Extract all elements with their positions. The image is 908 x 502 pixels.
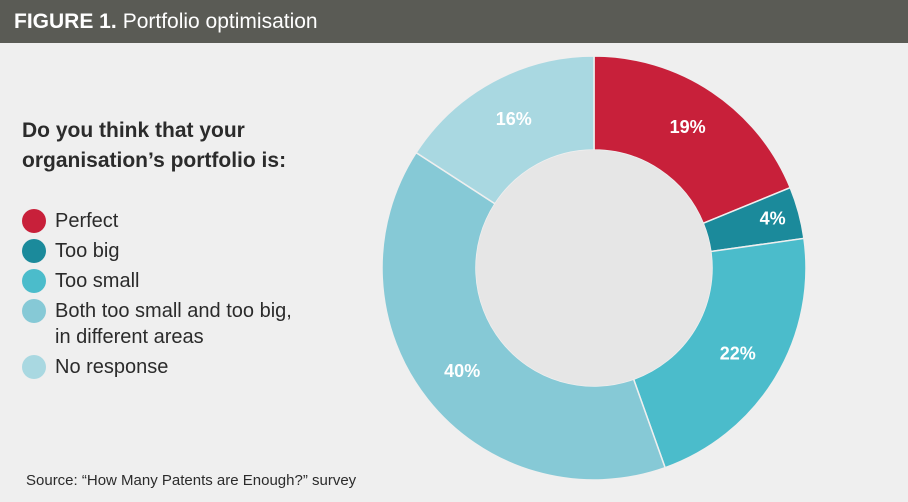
legend-item-no-response: No response [22, 354, 362, 380]
source-note: Source: “How Many Patents are Enough?” s… [26, 472, 357, 489]
slice-label-too-big: 4% [760, 208, 786, 228]
donut-center [476, 150, 712, 386]
legend-item-both: Both too small and too big, in different… [22, 298, 362, 350]
slice-label-both: 40% [444, 361, 480, 381]
legend-label-too-small: Too small [55, 270, 140, 292]
legend-label-perfect: Perfect [55, 210, 119, 232]
figure-header: FIGURE 1. Portfolio optimisation [0, 0, 908, 43]
legend-item-perfect: Perfect [22, 208, 362, 234]
slice-label-no-response: 16% [496, 109, 532, 129]
chart-legend: Perfect Too big Too small Both too small… [22, 208, 362, 384]
figure-label: FIGURE 1. [14, 9, 117, 33]
donut-slice-too-small [632, 237, 807, 469]
legend-swatch-both [22, 299, 46, 323]
slice-label-too-small: 22% [720, 344, 756, 364]
legend-swatch-too-small [22, 269, 46, 293]
legend-label-both: Both too small and too big, in different… [55, 300, 292, 348]
figure-title: Portfolio optimisation [122, 9, 318, 33]
legend-swatch-too-big [22, 239, 46, 263]
legend-swatch-no-response [22, 355, 46, 379]
legend-label-too-big: Too big [55, 240, 120, 262]
legend-item-too-small: Too small [22, 268, 362, 294]
legend-label-no-response: No response [55, 356, 169, 378]
survey-question: Do you think that your organisation’s po… [22, 119, 287, 172]
donut-chart: 19% 4% 22% 40% 16% [381, 55, 807, 481]
legend-item-too-big: Too big [22, 238, 362, 264]
slice-label-perfect: 19% [670, 117, 706, 137]
legend-swatch-perfect [22, 209, 46, 233]
